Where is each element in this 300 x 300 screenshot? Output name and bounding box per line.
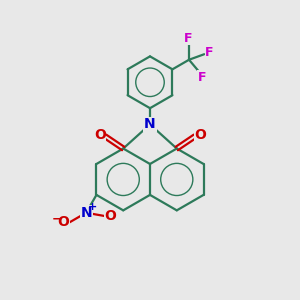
Text: O: O: [57, 215, 69, 229]
Text: N: N: [80, 206, 92, 220]
Text: F: F: [198, 71, 207, 84]
Text: O: O: [94, 128, 106, 142]
Text: F: F: [205, 46, 214, 59]
Text: O: O: [104, 209, 116, 223]
Text: +: +: [88, 202, 97, 212]
Text: O: O: [194, 128, 206, 142]
Text: N: N: [144, 117, 156, 131]
Text: −: −: [52, 213, 62, 226]
Text: F: F: [184, 32, 193, 45]
